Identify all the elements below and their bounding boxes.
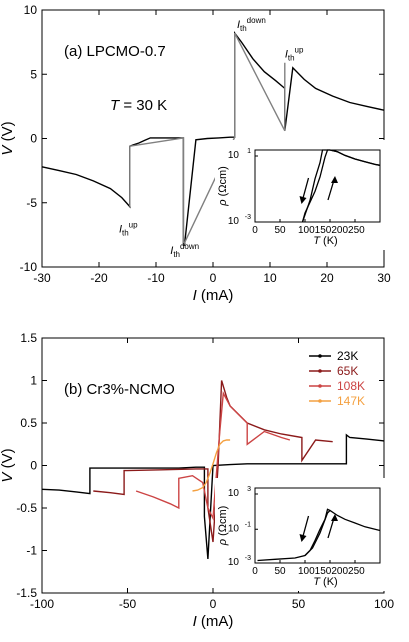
panel-1: -100 -50 0 50 100-1.5-1-0.500.511.5(b) Cr3%-… <box>16 331 394 611</box>
inset-y-tick-label: 10 <box>228 523 240 534</box>
threshold-label: Ithdown <box>237 16 266 33</box>
inset-arrow-down-head <box>299 534 307 542</box>
x-tick-label: 0 <box>210 597 217 611</box>
inset-curve <box>257 508 381 562</box>
temperature-annotation: T = 30 K <box>110 97 167 114</box>
y-tick-label: -1.5 <box>16 586 37 600</box>
inset-x-axis-label: T (K) <box>313 235 337 247</box>
x-tick-label: -20 <box>90 271 108 285</box>
inset-x-tick-label: 100150200250 <box>298 566 365 577</box>
inset-y-tick-exponent: -1 <box>245 521 251 528</box>
x-tick-label: -50 <box>119 597 137 611</box>
x-axis-label: I (mA) <box>193 287 234 304</box>
inset-frame <box>254 149 381 223</box>
y-tick-label: 1.5 <box>20 331 37 345</box>
inset-y-axis-label: ρ (Ωcm) <box>217 166 229 207</box>
x-tick-label: -100 <box>30 597 54 611</box>
inset-background <box>215 478 388 591</box>
y-tick-label: 10 <box>24 3 38 17</box>
inset-arrow-down-shaft <box>301 177 310 201</box>
plot-frame <box>41 337 385 594</box>
y-tick-label: 0 <box>30 459 37 473</box>
inset-x-tick-label: 0 <box>252 566 258 577</box>
inset-curve <box>304 510 331 556</box>
inset-x-tick-label: 50 <box>274 225 286 236</box>
x-tick-label: 50 <box>292 597 306 611</box>
x-tick-label: -10 <box>147 271 165 285</box>
legend-label: 65K <box>337 364 358 378</box>
y-tick-label: 1 <box>30 374 37 388</box>
threshold-label: Ithup <box>119 220 138 237</box>
series-line-65K <box>93 380 333 543</box>
y-tick-label: -1 <box>26 544 37 558</box>
inset-y-tick-label: 10 <box>228 150 240 161</box>
inset-1: 0 50 100150200250 10 -3 10 -1 10 3 T (K) ρ (Ωcm) <box>215 478 388 591</box>
x-tick-label: -30 <box>33 271 51 285</box>
y-tick-label: 0 <box>30 132 37 146</box>
inset-background <box>215 140 388 250</box>
y-axis-label: V (V) <box>0 448 16 482</box>
series-line-23K <box>41 433 385 560</box>
panel-label: (b) Cr3%-NCMO <box>64 381 175 398</box>
inset-y-tick-label: 10 <box>228 557 240 568</box>
threshold-label: Ithdown <box>170 242 199 259</box>
legend-marker <box>318 399 322 403</box>
inset-x-tick-label: 0 <box>252 225 258 236</box>
inset-y-tick-label: 10 <box>228 488 240 499</box>
x-tick-label: 30 <box>377 271 391 285</box>
inset-y-tick-label: 10 <box>228 216 240 227</box>
inset-y-tick-exponent: 3 <box>247 486 251 493</box>
inset-0: 0 50 100150200250 10 -3 10 1 T (K) ρ (Ωcm) <box>215 140 388 250</box>
inset-x-tick-label: 50 <box>274 566 286 577</box>
legend-marker <box>318 384 322 388</box>
x-axis-label: I (mA) <box>193 613 234 630</box>
legend-marker <box>318 354 322 358</box>
x-tick-label: 10 <box>263 271 277 285</box>
y-tick-label: -0.5 <box>16 501 37 515</box>
inset-arrow-down-head <box>299 196 307 204</box>
plot-frame <box>41 9 385 268</box>
x-tick-label: 20 <box>320 271 334 285</box>
inset-arrow-up-shaft <box>327 179 335 201</box>
inset-arrow-up-head <box>331 514 338 521</box>
legend-marker <box>318 369 322 373</box>
threshold-label: Ithup <box>285 46 304 63</box>
series-line-147K <box>192 439 231 492</box>
inset-x-axis-label: T (K) <box>313 576 337 588</box>
x-tick-label: 100 <box>374 597 394 611</box>
y-tick-label: -5 <box>26 196 37 210</box>
legend-label: 23K <box>337 349 358 363</box>
inset-arrow-down-shaft <box>301 515 310 539</box>
y-axis-label: V (V) <box>0 121 16 155</box>
inset-x-tick-label: 100150200250 <box>298 225 365 236</box>
inset-y-tick-exponent: -3 <box>245 555 251 562</box>
inset-y-axis-label: ρ (Ωcm) <box>217 506 229 547</box>
inset-arrow-up-head <box>331 176 338 183</box>
y-tick-label: 5 <box>30 67 37 81</box>
legend-label: 147K <box>337 394 365 408</box>
y-tick-label: 0.5 <box>20 416 37 430</box>
inset-frame <box>254 487 381 564</box>
inset-y-tick-exponent: -3 <box>245 214 251 221</box>
series-line-108K <box>135 390 291 521</box>
legend-label: 108K <box>337 379 365 393</box>
inset-arrow-up-shaft <box>327 517 335 539</box>
inset-y-tick-exponent: 1 <box>247 148 251 155</box>
panel-label: (a) LPCMO-0.7 <box>64 43 166 60</box>
series-line-1 <box>129 32 286 246</box>
y-tick-label: -10 <box>20 260 38 274</box>
x-tick-label: 0 <box>210 271 217 285</box>
